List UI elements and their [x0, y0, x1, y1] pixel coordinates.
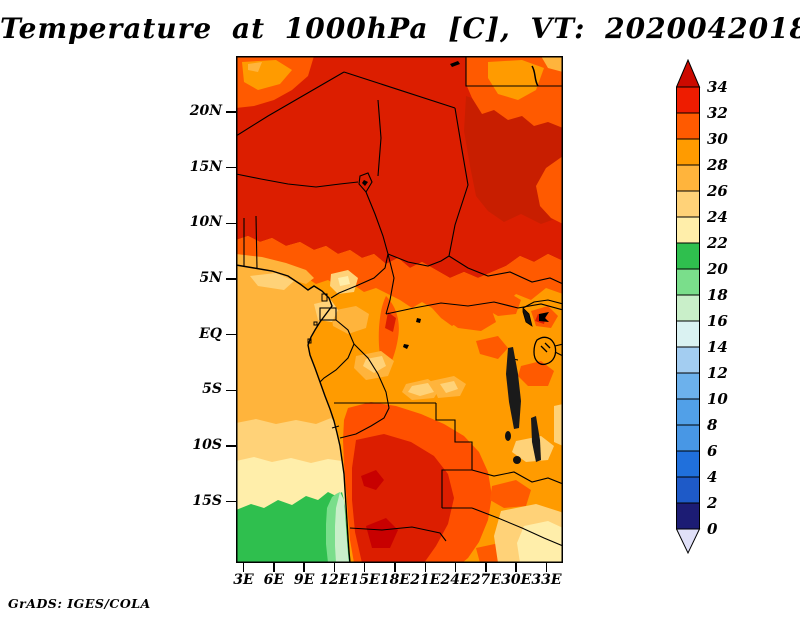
x-tick-mark	[545, 563, 548, 572]
colorbar-tick-label: 28	[707, 156, 728, 174]
colorbar-tick-label: 34	[707, 78, 728, 96]
colorbar-tick-label: 8	[707, 416, 718, 434]
y-tick-mark	[226, 445, 236, 447]
plot-title: Temperature at 1000hPa [C], VT: 20200420…	[0, 12, 800, 45]
y-tick-label: 10S	[192, 436, 222, 453]
x-tick-mark	[333, 563, 336, 572]
colorbar-tick-label: 16	[707, 312, 728, 330]
x-tick-mark	[273, 563, 275, 572]
x-tick-mark	[303, 563, 305, 572]
y-tick-label: 5N	[199, 269, 222, 286]
x-tick-label: 24E	[440, 572, 471, 588]
y-tick-mark	[226, 278, 236, 280]
x-tick-label: 27E	[470, 572, 501, 588]
x-tick-label: 15E	[349, 572, 380, 588]
colorbar-tick-label: 22	[707, 234, 728, 252]
y-tick-label: EQ	[199, 325, 222, 342]
colorbar-tick-label: 0	[707, 520, 718, 538]
colorbar-tick-label: 24	[707, 208, 728, 226]
x-tick-label: 18E	[379, 572, 411, 588]
x-tick-mark	[515, 563, 517, 572]
colorbar-tick-label: 2	[707, 494, 718, 512]
colorbar-tick-label: 4	[707, 468, 718, 486]
x-tick-label: 33E	[531, 572, 562, 588]
y-tick-label: 15S	[192, 492, 222, 509]
colorbar-tick-label: 10	[707, 390, 728, 408]
y-tick-label: 5S	[202, 381, 222, 398]
colorbar-tick-label: 14	[707, 338, 728, 356]
y-tick-mark	[226, 333, 236, 336]
colorbar-tick-label: 26	[707, 182, 728, 200]
y-tick-mark	[226, 166, 236, 169]
y-tick-mark	[226, 111, 236, 113]
colorbar-tick-label: 30	[707, 130, 728, 148]
x-tick-mark	[363, 563, 366, 572]
attribution: GrADS: IGES/COLA	[8, 596, 151, 611]
y-tick-label: 15N	[189, 158, 222, 175]
y-tick-mark	[226, 222, 236, 225]
x-tick-label: 21E	[410, 572, 441, 588]
y-tick-mark	[226, 389, 236, 391]
colorbar-tick-label: 20	[707, 260, 728, 278]
map-canvas	[236, 56, 563, 563]
colorbar-tick-label: 18	[707, 286, 728, 304]
map-plot-area	[236, 56, 563, 563]
x-tick-mark	[485, 563, 487, 572]
x-tick-label: 30E	[501, 572, 532, 588]
colorbar	[676, 59, 702, 555]
x-tick-label: 3E	[233, 572, 254, 588]
x-tick-mark	[454, 563, 457, 572]
x-tick-label: 12E	[319, 572, 350, 588]
x-tick-mark	[424, 563, 427, 572]
colorbar-canvas	[676, 59, 701, 555]
y-tick-label: 10N	[189, 214, 222, 231]
colorbar-tick-label: 12	[707, 364, 728, 382]
x-tick-mark	[242, 563, 245, 572]
colorbar-tick-label: 6	[707, 442, 718, 460]
colorbar-tick-label: 32	[707, 104, 728, 122]
y-tick-label: 20N	[189, 103, 222, 119]
x-tick-label: 6E	[263, 572, 284, 588]
x-tick-mark	[394, 563, 396, 572]
x-tick-label: 9E	[293, 572, 315, 588]
y-tick-mark	[226, 500, 236, 503]
